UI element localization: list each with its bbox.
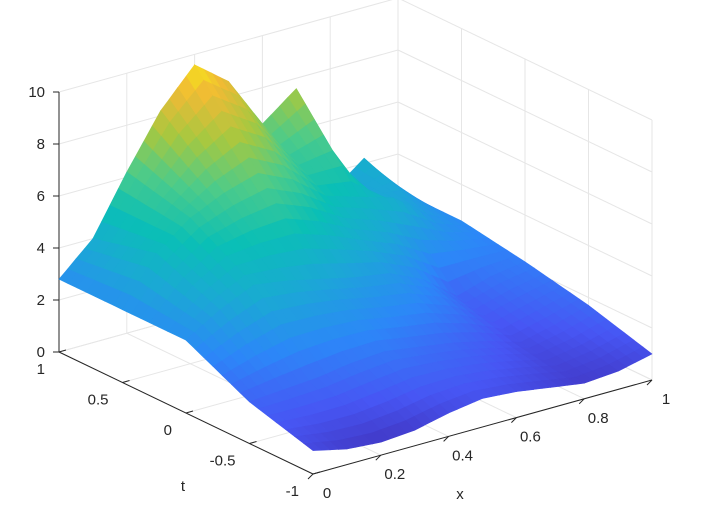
x-axis-line (312, 379, 653, 475)
x-tick-label: 1 (662, 391, 670, 408)
t-tick-mark (312, 471, 321, 475)
x-tick-mark (375, 454, 382, 461)
t-tick-label: 1 (37, 361, 45, 378)
x-tick-label: 0.2 (384, 466, 405, 483)
z-tick-label: 10 (28, 84, 45, 101)
x-tick-mark (578, 398, 585, 405)
t-tick-label: 0.5 (88, 392, 109, 409)
x-tick-label: 0.4 (452, 447, 473, 464)
grid-line (58, 0, 393, 93)
t-tick-mark (249, 441, 257, 444)
t-tick-mark (58, 349, 67, 353)
t-tick-mark (185, 410, 194, 414)
x-axis-label: x (456, 486, 464, 503)
t-tick-mark (122, 380, 130, 383)
z-tick-label: 8 (37, 136, 45, 153)
x-tick-label: 0.6 (520, 429, 541, 446)
z-tick-label: 6 (37, 188, 45, 205)
x-tick-label: 0.8 (588, 410, 609, 427)
t-tick-label: 0 (164, 422, 172, 439)
t-tick-label: -0.5 (210, 453, 236, 470)
axes (53, 91, 653, 480)
x-tick-mark (646, 379, 653, 386)
x-tick-mark (443, 436, 449, 442)
t-axis-label: t (181, 478, 186, 495)
z-tick-label: 2 (37, 292, 45, 309)
t-tick-label: -1 (286, 483, 299, 500)
surface (58, 64, 653, 451)
surface-patch (303, 442, 323, 451)
z-tick-label: 0 (37, 344, 45, 361)
x-tick-mark (511, 417, 517, 423)
x-tick-mark (307, 473, 314, 480)
z-tick-label: 4 (37, 240, 45, 257)
x-tick-label: 0 (323, 485, 331, 502)
